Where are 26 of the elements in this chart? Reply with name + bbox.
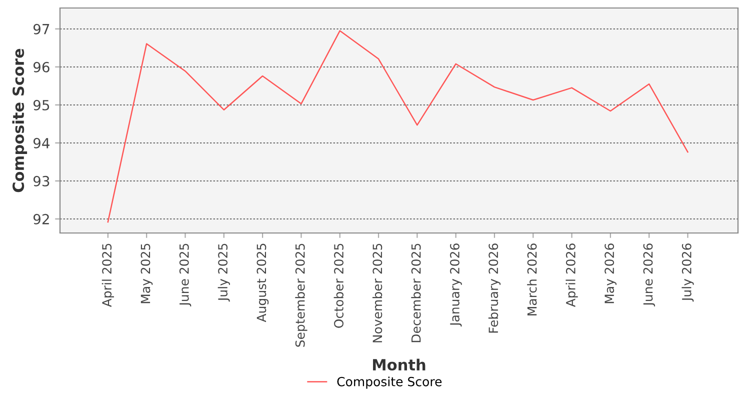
y-tick-label: 95 bbox=[33, 100, 50, 110]
x-tick-label: June 2025 bbox=[179, 244, 192, 306]
x-tick-label: May 2026 bbox=[604, 244, 616, 304]
x-tick-label: September 2025 bbox=[295, 244, 308, 347]
x-tick-label: May 2025 bbox=[140, 244, 153, 304]
x-tick-label: June 2026 bbox=[643, 244, 656, 306]
x-tick-label: February 2026 bbox=[488, 244, 501, 333]
legend-label: Composite Score bbox=[337, 376, 442, 389]
x-tick-label: April 2026 bbox=[566, 244, 578, 307]
x-tick-label: January 2026 bbox=[450, 244, 462, 327]
x-tick-label: August 2025 bbox=[256, 244, 269, 322]
y-axis-title: Composite Score bbox=[12, 48, 28, 192]
x-tick-label: April 2025 bbox=[102, 244, 114, 307]
y-tick-label: 97 bbox=[33, 24, 50, 34]
x-axis-title: Month bbox=[373, 358, 426, 371]
x-tick-label: November 2025 bbox=[372, 244, 382, 342]
line-series bbox=[107, 30, 688, 223]
x-tick-label: July 2025 bbox=[218, 244, 230, 302]
x-tick-label: October 2025 bbox=[334, 244, 344, 328]
y-tick-label: 92 bbox=[33, 214, 49, 224]
y-tick-label: 96 bbox=[33, 62, 50, 72]
x-tick-label: March 2026 bbox=[527, 244, 537, 316]
x-tick-label: July 2026 bbox=[682, 244, 694, 302]
y-tick-label: 93 bbox=[33, 176, 50, 186]
y-tick-label: 94 bbox=[33, 138, 50, 148]
x-tick-label: December 2025 bbox=[411, 244, 421, 342]
